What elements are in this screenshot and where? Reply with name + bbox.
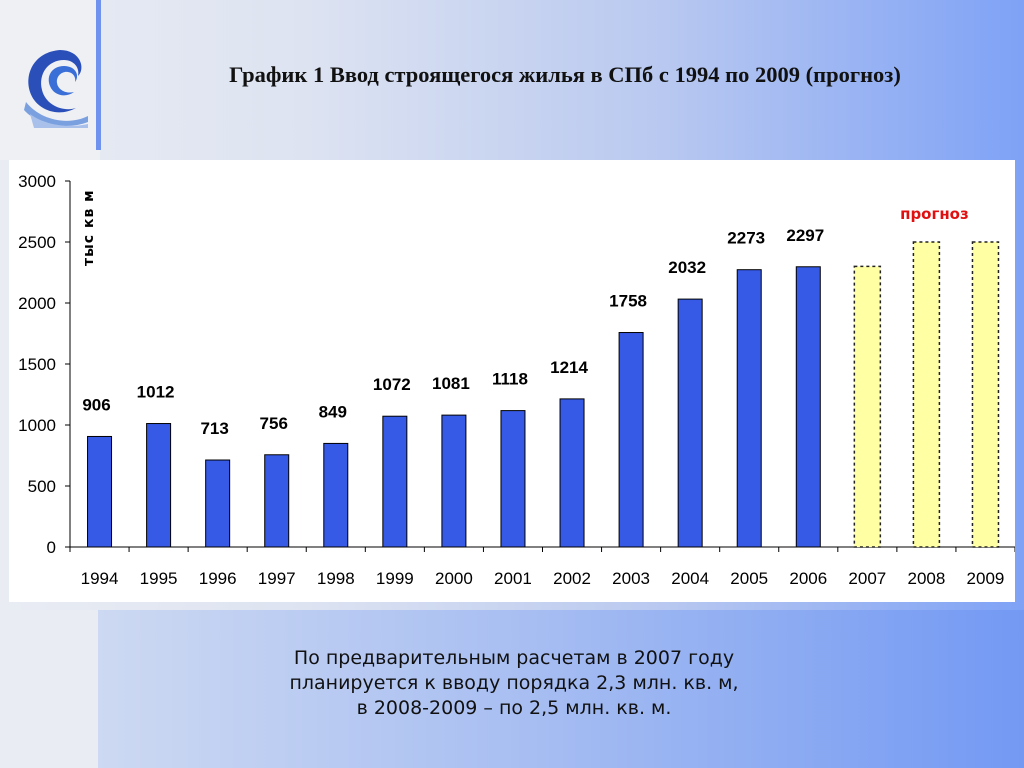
- x-tick-label: 2005: [730, 569, 768, 588]
- y-tick-label: 2000: [18, 294, 56, 313]
- bar: [441, 414, 467, 548]
- y-tick-label: 3000: [18, 172, 56, 191]
- data-label: 1081: [432, 374, 470, 393]
- x-tick-label: 2000: [435, 569, 473, 588]
- bar: [736, 269, 762, 548]
- forecast-bar: [912, 241, 941, 548]
- bar: [618, 332, 644, 548]
- x-tick-label: 2007: [848, 569, 886, 588]
- bar: [205, 459, 231, 548]
- x-tick-label: 2001: [494, 569, 532, 588]
- y-tick-label: 1500: [18, 355, 56, 374]
- caption-line-1: По предварительным расчетам в 2007 году: [293, 647, 735, 669]
- bar: [677, 298, 703, 548]
- data-label: 1072: [373, 375, 411, 394]
- x-tick-label: 1994: [81, 569, 119, 588]
- x-tick-label: 2003: [612, 569, 650, 588]
- x-tick-label: 1995: [140, 569, 178, 588]
- data-label: 1118: [492, 370, 528, 389]
- data-label: 849: [319, 402, 347, 421]
- background-bottom-band: [98, 610, 1024, 768]
- x-tick-label: 1996: [199, 569, 237, 588]
- data-label: 1758: [609, 292, 647, 311]
- data-label: 1214: [550, 358, 588, 377]
- x-tick-label: 2008: [907, 569, 945, 588]
- bar: [559, 398, 585, 548]
- data-label: 2032: [668, 258, 706, 277]
- data-label: 2273: [727, 229, 765, 248]
- y-tick-label: 1000: [18, 416, 56, 435]
- caption-line-3: в 2008-2009 – по 2,5 млн. кв. м.: [356, 697, 672, 719]
- x-tick-label: 1999: [376, 569, 414, 588]
- x-tick-label: 2004: [671, 569, 709, 588]
- caption-line-2: планируется к вводу порядка 2,3 млн. кв.…: [289, 672, 739, 694]
- bar: [264, 454, 290, 548]
- background-bottom-left: [0, 610, 98, 768]
- y-axis-title: тыс кв м: [81, 189, 97, 266]
- forecast-annotation: прогноз: [900, 205, 969, 223]
- data-label: 2297: [786, 226, 824, 245]
- bar: [795, 266, 821, 548]
- y-tick-label: 2500: [18, 233, 56, 252]
- data-label: 1012: [137, 383, 175, 402]
- background-sidebar-line: [96, 0, 101, 150]
- bar: [146, 423, 172, 548]
- data-label: 756: [260, 414, 288, 433]
- x-tick-label: 1998: [317, 569, 355, 588]
- chart-panel: 0 500 1000 1500 2000 2500 3000 тыс кв м 906 1994 1…: [9, 160, 1015, 602]
- y-tick-label: 500: [28, 477, 56, 496]
- x-tick-label: 2002: [553, 569, 591, 588]
- data-label: 906: [82, 395, 110, 414]
- chart-title: График 1 Ввод строящегося жилья в СПб с …: [229, 62, 901, 87]
- y-tick-label: 0: [47, 538, 56, 557]
- bar: [323, 442, 349, 548]
- caption: По предварительным расчетам в 2007 году …: [200, 646, 828, 721]
- forecast-bar: [853, 265, 882, 548]
- data-label: 713: [200, 419, 228, 438]
- company-logo: [20, 40, 90, 128]
- x-tick-label: 2009: [967, 569, 1005, 588]
- bar: [382, 415, 408, 548]
- bar: [500, 410, 526, 548]
- bar-chart: 0 500 1000 1500 2000 2500 3000 тыс кв м 906 1994 1…: [18, 172, 1015, 588]
- x-tick-label: 1997: [258, 569, 296, 588]
- x-tick-label: 2006: [789, 569, 827, 588]
- forecast-bar: [971, 241, 1000, 548]
- bar: [87, 435, 113, 548]
